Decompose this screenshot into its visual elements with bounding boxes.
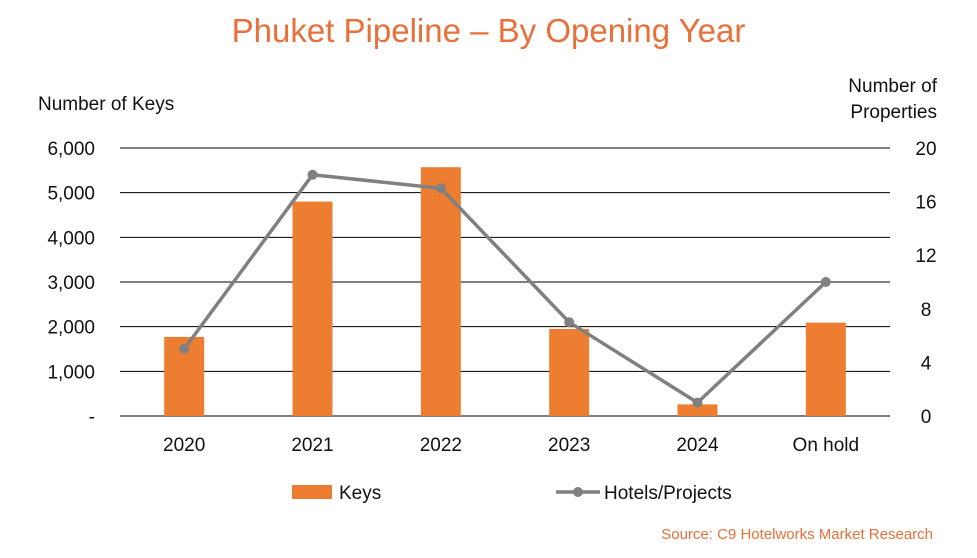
bar [292,201,333,416]
bar [805,322,846,416]
x-tick-label: 2020 [163,435,205,456]
y-tick-label-left: 2,000 [47,318,95,339]
series-point [692,397,703,408]
legend-label-keys: Keys [339,483,381,504]
series-point [564,317,575,328]
y-tick-label-right: 12 [915,246,936,267]
y-tick-label-left: 5,000 [47,184,95,205]
y-tick-label-left: 6,000 [47,139,95,160]
y-tick-label-right: 20 [915,139,936,160]
series-point [307,169,318,180]
y-tick-label-left: 4,000 [47,228,95,249]
y-tick-label-right: 8 [921,300,932,321]
right-axis-label-line-1: Number of [848,76,937,97]
right-axis-label: Number of Properties [797,74,937,126]
y-tick-label-right: 0 [921,407,932,428]
y-tick-label-left: 3,000 [47,273,95,294]
x-tick-label: 2024 [676,435,719,456]
x-tick-label: 2021 [291,435,333,456]
legend-marker-hotels [573,487,583,497]
x-tick-label: 2022 [420,435,462,456]
y-tick-label-left: 1,000 [47,362,95,383]
x-tick-label: On hold [793,435,860,456]
series-point [179,344,190,354]
chart-title: Phuket Pipeline – By Opening Year [231,12,746,49]
left-axis-label: Number of Keys [38,94,175,115]
series-line [182,173,828,405]
x-tick-label: 2023 [548,435,590,456]
series-point [435,183,446,194]
y-tick-label-right: 4 [921,353,932,374]
source-note: Source: C9 Hotelworks Market Research [661,526,933,543]
legend-swatch-keys [292,485,332,499]
bar [420,167,461,416]
right-axis-label-line-2: Properties [850,102,937,123]
legend-label-hotels: Hotels/Projects [604,483,732,504]
series-point [820,277,831,287]
y-tick-label-right: 16 [915,193,936,214]
y-tick-label-left: - [89,407,95,428]
bar [549,328,590,416]
bar [677,404,718,416]
